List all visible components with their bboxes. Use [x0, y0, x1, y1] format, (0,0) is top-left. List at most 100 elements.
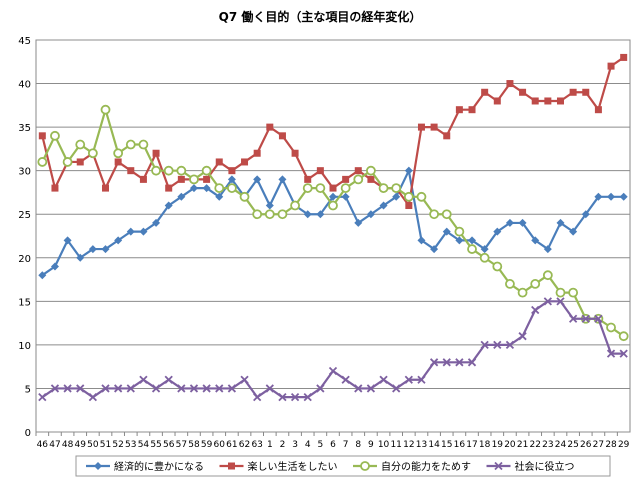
x-tick-label: 63 — [251, 440, 262, 450]
data-point — [455, 106, 463, 114]
data-point — [505, 279, 515, 289]
data-point — [568, 314, 578, 323]
x-tick-label: 26 — [580, 440, 592, 450]
x-tick-label: 52 — [112, 440, 123, 450]
x-tick-label: 5 — [317, 440, 323, 450]
y-tick-label: 45 — [18, 36, 31, 47]
data-point — [50, 130, 60, 141]
x-tick-label: 29 — [618, 440, 630, 450]
x-tick-label: 2 — [280, 440, 286, 450]
data-point — [392, 384, 401, 393]
data-point — [555, 287, 566, 298]
data-point — [454, 226, 465, 237]
data-point — [505, 340, 515, 350]
x-tick-label: 7 — [343, 440, 349, 450]
data-point — [227, 384, 237, 393]
data-point — [265, 201, 274, 210]
data-point — [114, 236, 123, 245]
data-point — [76, 384, 85, 393]
data-point — [366, 165, 376, 176]
x-tick-label: 13 — [416, 440, 427, 450]
data-point — [63, 384, 72, 393]
data-point — [163, 165, 174, 176]
grid — [35, 39, 631, 433]
data-point — [430, 123, 438, 131]
data-point — [366, 384, 376, 393]
data-point — [416, 191, 427, 202]
legend-item: 経済的に豊かになる — [86, 460, 204, 473]
data-point — [493, 227, 502, 236]
data-point — [164, 201, 173, 210]
x-tick-label: 14 — [428, 440, 440, 450]
data-point — [203, 175, 211, 183]
data-point — [505, 218, 514, 227]
data-point — [594, 106, 602, 114]
x-tick-label: 53 — [125, 440, 136, 450]
data-point — [455, 236, 464, 245]
data-point — [176, 165, 187, 176]
data-point — [429, 358, 439, 367]
data-point — [556, 218, 565, 227]
data-point — [360, 461, 370, 471]
data-point — [227, 175, 236, 184]
x-tick-label: 19 — [492, 440, 504, 450]
data-point — [556, 97, 564, 105]
data-point — [405, 202, 413, 210]
series — [38, 53, 628, 210]
x-tick-label: 21 — [517, 440, 528, 450]
x-tick-label: 23 — [542, 440, 553, 450]
x-tick-label: 8 — [355, 440, 361, 450]
data-point — [417, 123, 425, 131]
data-point — [606, 349, 616, 358]
x-tick-label: 20 — [504, 440, 516, 450]
x-tick-label: 3 — [292, 440, 298, 450]
data-point — [430, 245, 439, 254]
data-point — [240, 375, 249, 384]
data-point — [62, 157, 73, 167]
data-point — [126, 227, 135, 236]
data-point — [152, 218, 161, 227]
data-point — [442, 227, 451, 236]
data-point — [468, 106, 476, 114]
data-point — [228, 167, 236, 175]
chart-title: Q7 働く目的（主な項目の経年変化） — [219, 9, 422, 24]
x-tick-label: 18 — [479, 440, 491, 450]
data-point — [215, 192, 224, 201]
x-tick-label: 22 — [529, 440, 540, 450]
data-point — [202, 184, 211, 193]
y-tick-label: 5 — [25, 384, 31, 395]
data-point — [582, 88, 590, 96]
data-point — [568, 287, 579, 298]
data-point — [392, 192, 401, 201]
data-point — [252, 209, 263, 220]
series-line — [41, 56, 625, 207]
data-point — [139, 175, 147, 183]
data-point — [278, 175, 287, 184]
data-point — [442, 358, 451, 367]
legend-label: 楽しい生活をしたい — [248, 460, 338, 473]
data-point — [329, 184, 337, 192]
data-point — [101, 245, 110, 254]
data-point — [341, 375, 350, 384]
x-tick-label: 60 — [214, 440, 226, 450]
data-point — [581, 210, 590, 219]
data-point — [455, 358, 464, 367]
legend: 経済的に豊かになる 楽しい生活をしたい 自分の能力をためす 社会に役立つ — [75, 455, 611, 477]
data-point — [378, 183, 389, 193]
data-point — [417, 375, 426, 384]
y-tick-label: 10 — [18, 341, 31, 352]
data-point — [530, 279, 541, 289]
data-point — [253, 175, 262, 184]
data-point — [494, 461, 503, 471]
legend-label: 自分の能力をためす — [381, 460, 471, 473]
data-point — [151, 384, 161, 393]
data-point — [75, 139, 86, 150]
data-point — [303, 210, 312, 219]
data-point — [215, 384, 224, 393]
data-point — [139, 375, 148, 384]
data-point — [164, 375, 173, 384]
data-point — [316, 210, 325, 219]
data-point — [241, 158, 249, 166]
data-point — [354, 384, 363, 393]
x-tick-label: 24 — [555, 440, 567, 450]
